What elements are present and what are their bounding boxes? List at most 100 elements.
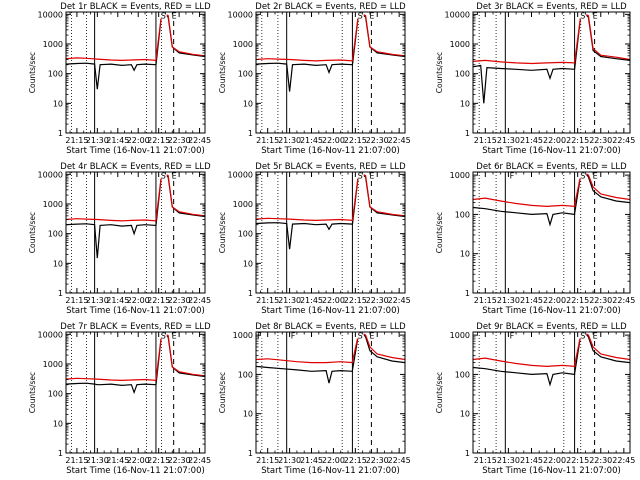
- x-tick-label: 22:15: [147, 456, 170, 465]
- x-tick-label: 21:30: [86, 296, 109, 305]
- annotation-background: [159, 172, 167, 179]
- x-tick-label: 21:15: [256, 456, 279, 465]
- annotation-background: [591, 12, 599, 19]
- x-tick-label: 21:30: [278, 136, 301, 145]
- x-tick-label: 22:30: [589, 136, 612, 145]
- series-events-line: [472, 172, 631, 227]
- y-tick-label: 100: [48, 230, 63, 239]
- annotation-background: [159, 12, 167, 19]
- annotation-label: E: [369, 332, 374, 341]
- x-tick-label: 21:45: [520, 296, 543, 305]
- y-tick-label: 100: [238, 230, 253, 239]
- annotation-label: F: [291, 332, 296, 341]
- annotation-background: [356, 172, 364, 179]
- panel-title: Det 1r BLACK = Events, RED = LLD: [60, 2, 211, 12]
- y-tick-label: 100: [238, 370, 253, 379]
- x-tick-label: 21:30: [497, 456, 520, 465]
- y-axis-label: Counts/sec: [218, 372, 227, 413]
- annotation-label: S: [161, 12, 166, 21]
- annotation-background: [289, 332, 297, 339]
- panel-title: Det 5r BLACK = Events, RED = LLD: [255, 162, 406, 172]
- series-lld-line: [65, 13, 206, 62]
- annotation-label: F: [510, 332, 515, 341]
- y-tick-label: 100: [48, 70, 63, 79]
- x-tick-label: 22:00: [127, 136, 150, 145]
- annotation-label: S: [358, 12, 363, 21]
- x-tick-label: 21:15: [65, 136, 88, 145]
- plot-frame: [472, 11, 631, 134]
- y-tick-label: 1: [465, 129, 470, 138]
- series-lld-line: [472, 13, 631, 65]
- series-events-line: [472, 332, 631, 387]
- y-tick-label: 10000: [445, 10, 470, 19]
- x-tick-label: 22:30: [366, 136, 389, 145]
- y-tick-label: 10: [53, 419, 63, 428]
- series-lld-line: [255, 173, 406, 222]
- plot-frame: [65, 171, 206, 294]
- y-tick-label: 10000: [38, 330, 63, 339]
- y-tick-label: 1000: [43, 200, 63, 209]
- y-tick-label: 100: [48, 390, 63, 399]
- y-axis-label: Counts/sec: [218, 52, 227, 93]
- annotation-label: E: [593, 332, 598, 341]
- x-tick-label: 22:30: [589, 296, 612, 305]
- series-events-line: [65, 173, 206, 259]
- plot-frame: [472, 171, 631, 294]
- y-tick-label: 100: [455, 70, 470, 79]
- annotation-label: S: [161, 172, 166, 181]
- plot-frame: [65, 331, 206, 454]
- series-lld-line: [472, 332, 631, 368]
- y-axis-label: Counts/sec: [218, 212, 227, 253]
- series-events-line: [65, 13, 206, 90]
- x-tick-label: 21:30: [278, 456, 301, 465]
- y-tick-label: 1: [58, 449, 63, 458]
- annotation-background: [368, 172, 376, 179]
- annotation-background: [368, 12, 376, 19]
- x-tick-label: 22:00: [127, 456, 150, 465]
- y-axis-label: Counts/sec: [28, 212, 37, 253]
- x-tick-label: 22:45: [188, 136, 211, 145]
- x-tick-label: 22:00: [322, 296, 345, 305]
- annotation-label: E: [593, 12, 598, 21]
- x-tick-label: 22:30: [589, 456, 612, 465]
- x-tick-label: 22:15: [566, 456, 589, 465]
- x-tick-label: 22:00: [543, 456, 566, 465]
- x-tick-label: 22:45: [388, 136, 411, 145]
- y-tick-label: 10000: [228, 10, 253, 19]
- series-lld-line: [65, 333, 206, 382]
- annotation-background: [170, 12, 178, 19]
- y-tick-label: 10000: [38, 10, 63, 19]
- annotation-label: S: [580, 12, 585, 21]
- panel-title: Det 3r BLACK = Events, RED = LLD: [476, 2, 627, 12]
- panel-title: Det 4r BLACK = Events, RED = LLD: [60, 162, 211, 172]
- annotation-label: S: [161, 332, 166, 341]
- y-tick-label: 1: [248, 449, 253, 458]
- x-tick-label: 22:45: [188, 296, 211, 305]
- y-tick-label: 1000: [233, 40, 253, 49]
- annotation-label: F: [257, 332, 262, 341]
- y-axis-label: Counts/sec: [435, 52, 444, 93]
- x-tick-label: 22:30: [168, 296, 191, 305]
- annotation-background: [356, 332, 364, 339]
- x-tick-label: 21:45: [300, 296, 323, 305]
- panel-title: Det 6r BLACK = Events, RED = LLD: [476, 162, 627, 172]
- x-axis-label: Start Time (16-Nov-11 21:07:00): [482, 466, 621, 476]
- panel-title: Det 7r BLACK = Events, RED = LLD: [60, 322, 211, 332]
- x-tick-label: 21:45: [106, 296, 129, 305]
- x-tick-label: 21:15: [256, 296, 279, 305]
- panel-title: Det 9r BLACK = Events, RED = LLD: [476, 322, 627, 332]
- x-tick-label: 21:30: [86, 136, 109, 145]
- annotation-background: [170, 332, 178, 339]
- annotation-background: [508, 332, 516, 339]
- y-tick-label: 1000: [450, 331, 470, 340]
- series-events-line: [472, 13, 631, 104]
